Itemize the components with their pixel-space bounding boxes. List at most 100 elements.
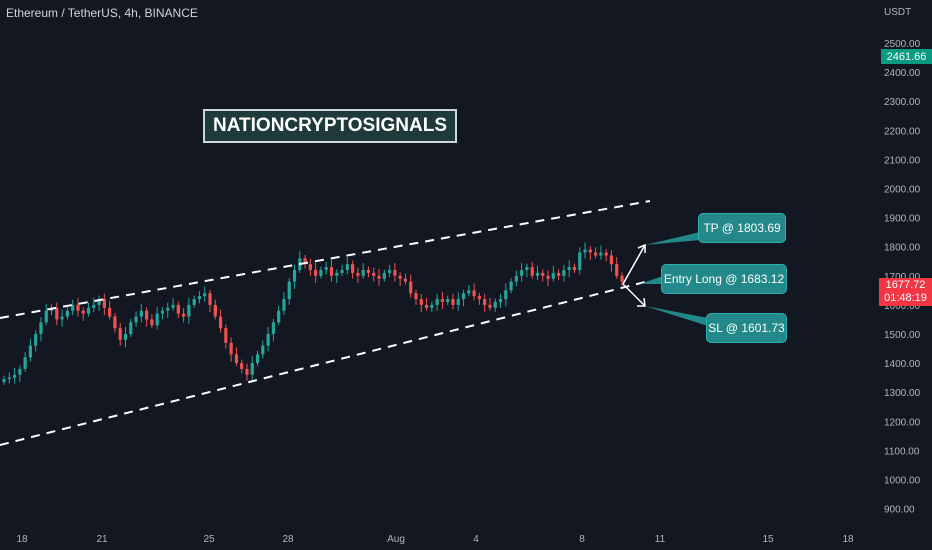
candle-body	[123, 334, 128, 340]
candle-body	[240, 363, 244, 369]
price-tick: 2100.00	[884, 155, 921, 166]
candle-body	[377, 275, 381, 279]
candle-body	[488, 304, 492, 308]
candle-body	[366, 269, 371, 273]
price-tick: 1800.00	[884, 243, 921, 254]
price-tick: 2500.00	[884, 39, 921, 50]
candle-body	[155, 313, 159, 326]
candle-body	[451, 299, 455, 305]
candle-body	[461, 293, 466, 300]
candle-body	[599, 252, 603, 256]
candle-body	[583, 249, 587, 253]
candle-body	[181, 313, 186, 317]
candle-body	[282, 299, 286, 311]
entry-callout[interactable]: Entry Long @ 1683.12	[661, 264, 787, 294]
candle-body	[446, 299, 450, 302]
upper-channel-line	[0, 200, 651, 319]
time-tick: 25	[203, 534, 215, 545]
candle-body	[255, 354, 260, 364]
price-axis[interactable]: USDT 2500.00 2400.00 2300.00 2200.00 2100.00 2…	[884, 7, 921, 516]
highlight-price-label: 2461.66	[881, 49, 932, 64]
price-tick: 1600.00	[884, 301, 921, 312]
candle-body	[419, 299, 423, 305]
candle-body	[393, 269, 397, 276]
candle-body	[329, 267, 334, 276]
candle-body	[166, 307, 170, 311]
candle-body	[398, 275, 402, 279]
symbol-title[interactable]: Ethereum / TetherUS, 4h, BINANCE	[6, 6, 198, 20]
candle-body	[150, 319, 154, 326]
candle-body	[345, 264, 349, 270]
candle-body	[430, 304, 434, 308]
price-tick: 1300.00	[884, 388, 921, 399]
trade-arrows	[622, 232, 708, 326]
candle-body	[28, 345, 33, 358]
time-axis[interactable]: 18 21 25 28 Aug 4 8 11 15 18	[16, 534, 854, 545]
candle-body	[456, 299, 460, 305]
candle-body	[213, 304, 217, 317]
current-price-value: 1677.72	[885, 279, 926, 291]
price-tick: 2400.00	[884, 68, 921, 79]
price-tick: 900.00	[884, 505, 915, 516]
candle-body	[557, 272, 561, 276]
bar-countdown: 01:48:19	[884, 292, 927, 304]
candle-body	[92, 304, 96, 308]
candle-body	[424, 304, 429, 308]
candle-body	[535, 272, 540, 276]
candle-body	[134, 316, 138, 323]
lower-channel-line	[0, 281, 646, 446]
current-price-label: 1677.72 01:48:19	[879, 278, 932, 306]
candle-body	[615, 264, 619, 276]
time-tick: 28	[282, 534, 294, 545]
candle-body	[562, 269, 566, 276]
candle-body	[39, 322, 43, 334]
price-tick: 2200.00	[884, 126, 921, 137]
candle-body	[192, 299, 196, 305]
candle-body	[34, 334, 38, 346]
candle-body	[18, 368, 22, 375]
sl-callout[interactable]: SL @ 1601.73	[706, 313, 787, 343]
candle-body	[81, 310, 85, 314]
candle-body	[382, 272, 386, 279]
candle-body	[287, 281, 291, 300]
candle-body	[113, 316, 117, 329]
time-tick: 18	[16, 534, 28, 545]
candle-body	[60, 316, 64, 320]
time-tick: 15	[762, 534, 774, 545]
candle-body	[176, 304, 180, 314]
candle-body	[467, 290, 471, 294]
candle-body	[218, 316, 223, 329]
candle-body	[593, 252, 598, 256]
candle-body	[7, 377, 11, 380]
candle-body	[356, 272, 360, 276]
candle-body	[520, 269, 524, 276]
time-tick: 8	[579, 534, 585, 545]
candle-body	[620, 275, 624, 282]
candle-body	[414, 293, 418, 300]
tp-arrow	[622, 244, 646, 285]
candle-body	[567, 267, 571, 270]
time-tick: Aug	[387, 534, 405, 545]
candle-body	[44, 310, 48, 323]
candle-body	[160, 310, 165, 314]
candle-body	[266, 334, 270, 346]
candle-body	[245, 368, 249, 375]
candle-body	[139, 310, 143, 317]
candle-body	[55, 307, 59, 320]
candle-body	[12, 374, 17, 378]
candle-body	[335, 272, 339, 276]
candle-body	[271, 322, 275, 334]
tp-callout[interactable]: TP @ 1803.69	[698, 213, 786, 243]
candle-body	[229, 342, 233, 355]
candle-body	[572, 267, 577, 270]
candle-body	[308, 264, 312, 270]
candle-body	[477, 296, 481, 300]
price-tick: 1400.00	[884, 359, 921, 370]
candle-body	[314, 269, 318, 276]
price-tick: 1200.00	[884, 417, 921, 428]
candle-body	[493, 301, 497, 308]
candle-body	[197, 296, 202, 300]
candle-body	[403, 278, 408, 282]
candle-body	[483, 299, 487, 305]
